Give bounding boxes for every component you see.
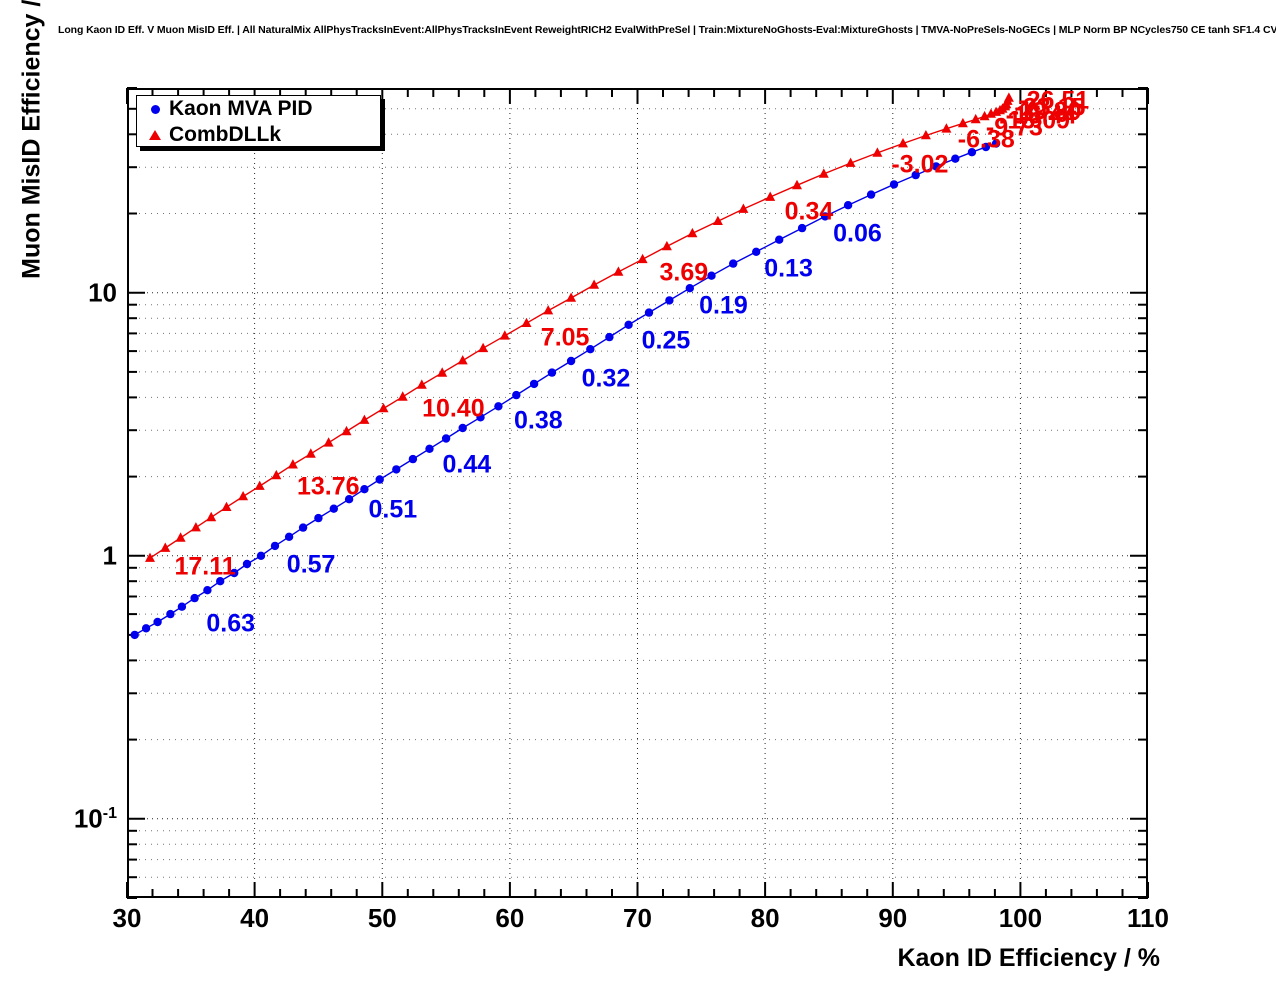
plot-frame	[127, 88, 1148, 898]
data-point-label: 0.34	[784, 197, 834, 226]
data-point-label: 0.57	[286, 550, 336, 579]
y-tick-label-10e-1: 10-1	[73, 803, 117, 834]
data-point-label: -26.51	[1018, 86, 1090, 115]
x-tick-label-50: 50	[367, 903, 397, 933]
legend-label: Kaon MVA PID	[169, 97, 313, 120]
series-kaon-mva-pid	[130, 139, 1001, 640]
data-point-label: 17.11	[174, 552, 236, 581]
data-point-label: 0.51	[368, 495, 418, 524]
data-point-label: -3.02	[891, 150, 949, 179]
data-point-label: -9.73	[985, 113, 1043, 142]
x-tick-label-90: 90	[878, 903, 908, 933]
data-point-label: 0.06	[833, 219, 882, 248]
x-tick-label-80: 80	[750, 903, 780, 933]
legend[interactable]: Kaon MVA PID CombDLLk	[136, 95, 381, 147]
y-axis-title: Muon MisID Efficiency / %	[17, 0, 46, 279]
x-tick-label-100: 100	[998, 903, 1043, 933]
data-point-label: 10.40	[422, 394, 485, 423]
data-point-label: -19.80	[1010, 97, 1082, 126]
data-point-label: 0.32	[581, 364, 631, 392]
data-point-label: 0.38	[514, 406, 563, 435]
data-point-label: 0.25	[641, 326, 691, 355]
data-point-label: 3.69	[659, 258, 709, 287]
data-point-label: 13.76	[297, 472, 360, 501]
data-point-label: -23.15	[1014, 93, 1086, 122]
data-point-label: 0.19	[699, 291, 748, 320]
data-point-label: -13.09	[999, 106, 1071, 135]
data-point-label: 0.63	[206, 609, 256, 638]
x-tick-label-70: 70	[623, 903, 652, 933]
x-tick-label-60: 60	[495, 903, 525, 933]
data-point-label: 7.05	[540, 323, 590, 352]
triangle-marker-icon	[145, 130, 165, 140]
legend-entry-kaon-mva-pid[interactable]: Kaon MVA PID	[137, 96, 380, 122]
x-tick-label-40: 40	[240, 903, 270, 933]
legend-entry-combdllk[interactable]: CombDLLk	[137, 122, 380, 148]
x-axis-title: Kaon ID Efficiency / %	[897, 944, 1160, 972]
y-tick-label-10: 10	[88, 277, 117, 308]
circle-marker-icon	[145, 104, 165, 114]
x-tick-label-110: 110	[1127, 903, 1169, 933]
legend-label: CombDLLk	[169, 123, 281, 146]
grid-lines	[127, 88, 1148, 898]
data-point-label: 0.44	[442, 450, 492, 479]
series-combdllk	[145, 92, 1014, 562]
page-title: Long Kaon ID Eff. V Muon MisID Eff. | Al…	[58, 24, 1276, 36]
y-tick-label-1: 1	[102, 540, 117, 571]
x-tick-label-30: 30	[112, 903, 142, 933]
data-point-label: -6.38	[957, 125, 1015, 154]
data-point-label: 0.13	[764, 254, 813, 283]
data-point-label: -16.44	[1005, 101, 1077, 130]
